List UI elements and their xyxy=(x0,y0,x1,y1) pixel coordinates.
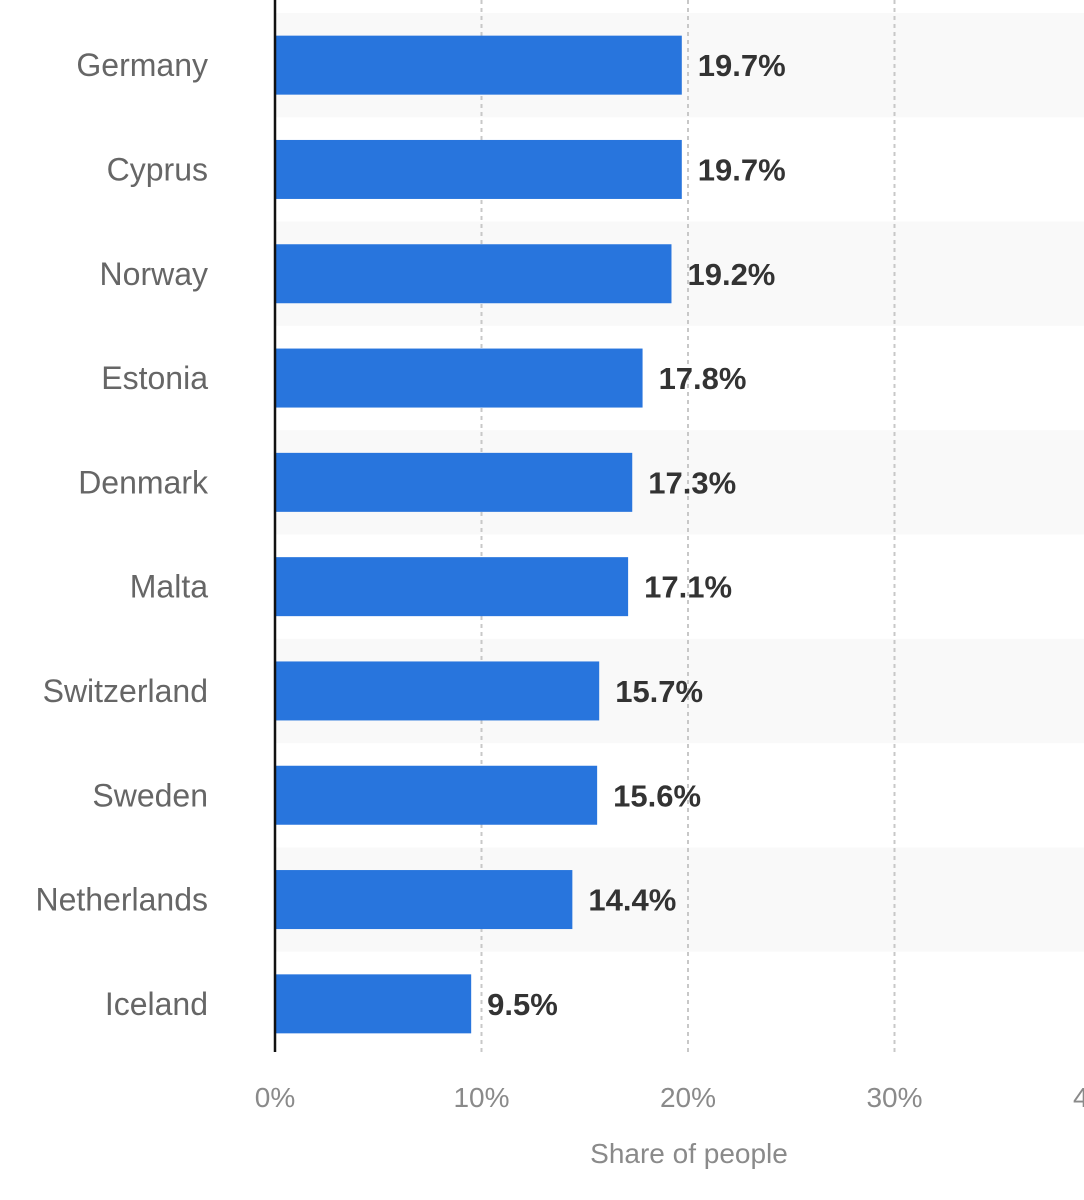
value-label-germany: 19.7% xyxy=(698,48,786,83)
category-label-malta: Malta xyxy=(130,569,208,605)
value-label-netherlands: 14.4% xyxy=(588,883,676,918)
value-label-estonia: 17.8% xyxy=(659,361,747,396)
value-label-cyprus: 19.7% xyxy=(698,152,786,187)
value-label-switzerland: 15.7% xyxy=(615,674,703,709)
value-label-malta: 17.1% xyxy=(644,570,732,605)
bar-denmark xyxy=(275,452,633,512)
category-label-denmark: Denmark xyxy=(78,464,209,500)
x-tick-labels: 0% 10% 20% 30% 40% xyxy=(255,1082,1084,1113)
bar-switzerland xyxy=(275,661,600,721)
bar-iceland xyxy=(275,974,472,1034)
category-label-norway: Norway xyxy=(100,256,208,292)
bar-norway xyxy=(275,244,672,304)
x-tick-label-30: 30% xyxy=(866,1082,922,1113)
bar-germany xyxy=(275,35,682,95)
value-label-norway: 19.2% xyxy=(687,257,775,292)
value-labels: 19.7% 19.7% 19.2% 17.8% 17.3% 17.1% 15.7% 15.6%… xyxy=(487,48,786,1022)
bar-malta xyxy=(275,557,629,617)
category-label-switzerland: Switzerland xyxy=(43,673,208,709)
value-label-sweden: 15.6% xyxy=(613,778,701,813)
bars xyxy=(275,35,682,1034)
bar-netherlands xyxy=(275,870,573,930)
x-tick-label-0: 0% xyxy=(255,1082,295,1113)
bar-sweden xyxy=(275,765,598,825)
x-axis-title: Share of people xyxy=(590,1138,788,1169)
category-label-netherlands: Netherlands xyxy=(35,882,208,918)
category-label-germany: Germany xyxy=(76,47,208,83)
x-tick-label-20: 20% xyxy=(660,1082,716,1113)
value-label-denmark: 17.3% xyxy=(648,465,736,500)
x-tick-label-10: 10% xyxy=(453,1082,509,1113)
category-label-estonia: Estonia xyxy=(101,360,208,396)
category-label-sweden: Sweden xyxy=(92,777,208,813)
category-label-iceland: Iceland xyxy=(105,986,208,1022)
x-tick-label-40: 40% xyxy=(1073,1082,1084,1113)
bar-estonia xyxy=(275,348,643,408)
value-label-iceland: 9.5% xyxy=(487,987,558,1022)
category-label-cyprus: Cyprus xyxy=(107,151,208,187)
category-labels: Germany Cyprus Norway Estonia Denmark Malta Sw… xyxy=(35,47,209,1022)
bar-cyprus xyxy=(275,139,682,199)
